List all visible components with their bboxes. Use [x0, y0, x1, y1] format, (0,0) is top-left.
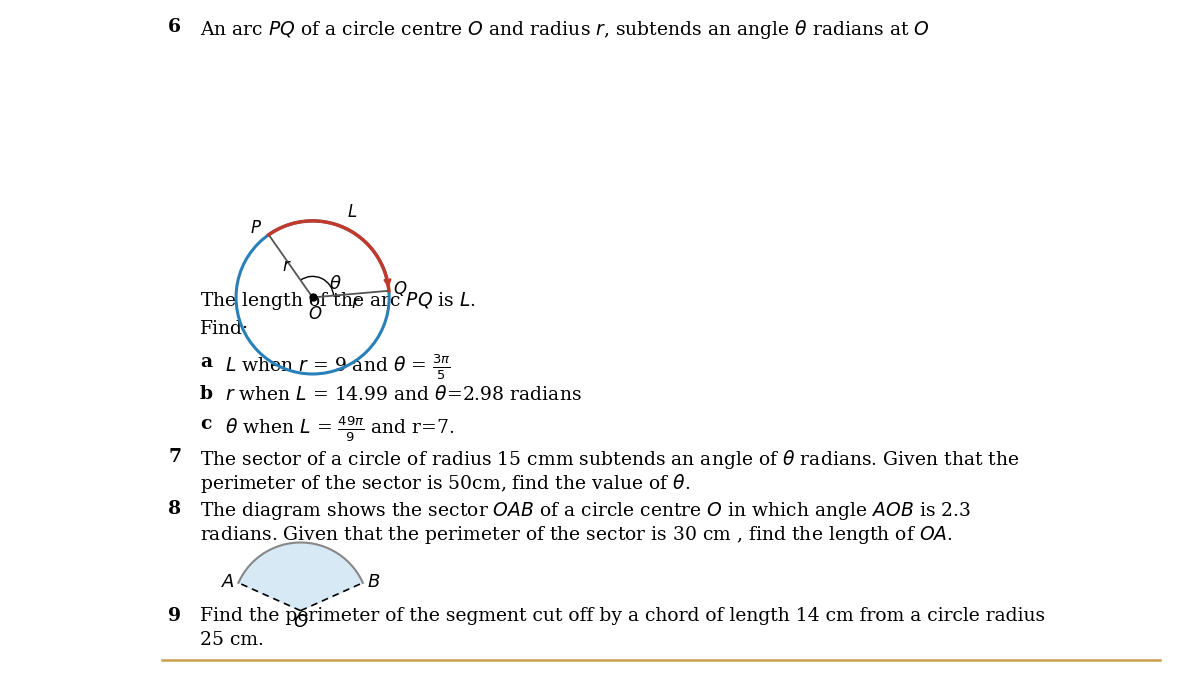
Text: $L$ when $r$ = 9 and $\theta$ = $\frac{3\pi}{5}$: $L$ when $r$ = 9 and $\theta$ = $\frac{3…	[226, 353, 451, 383]
Text: perimeter of the sector is 50cm, find the value of $\theta$.: perimeter of the sector is 50cm, find th…	[200, 472, 690, 495]
Text: $P$: $P$	[250, 220, 262, 237]
Text: $r$: $r$	[282, 258, 292, 275]
Text: 25 cm.: 25 cm.	[200, 631, 264, 649]
Text: a: a	[200, 353, 212, 371]
Text: Find the perimeter of the segment cut off by a chord of length 14 cm from a circ: Find the perimeter of the segment cut of…	[200, 607, 1045, 625]
Text: $\theta$ when $L$ = $\frac{49\pi}{9}$ and r=7.: $\theta$ when $L$ = $\frac{49\pi}{9}$ an…	[226, 415, 455, 444]
Text: $\theta$: $\theta$	[329, 274, 342, 293]
Text: b: b	[200, 385, 214, 403]
Text: $O$: $O$	[293, 613, 308, 631]
Polygon shape	[239, 543, 362, 610]
Text: $Q$: $Q$	[394, 279, 408, 298]
Text: $r$ when $L$ = 14.99 and $\theta$=2.98 radians: $r$ when $L$ = 14.99 and $\theta$=2.98 r…	[226, 385, 582, 404]
Text: $O$: $O$	[308, 306, 323, 322]
Text: radians. Given that the perimeter of the sector is 30 cm , find the length of $O: radians. Given that the perimeter of the…	[200, 524, 953, 546]
Text: $L$: $L$	[347, 204, 358, 221]
Text: $A$: $A$	[221, 573, 235, 591]
Text: 7: 7	[168, 448, 181, 466]
Text: 6: 6	[168, 18, 181, 36]
Text: The length of the arc $PQ$ is $L$.: The length of the arc $PQ$ is $L$.	[200, 290, 476, 312]
Text: An arc $PQ$ of a circle centre $O$ and radius $r$, subtends an angle $\theta$ ra: An arc $PQ$ of a circle centre $O$ and r…	[200, 18, 930, 41]
Text: c: c	[200, 415, 211, 433]
Text: The sector of a circle of radius 15 cmm subtends an angle of $\theta$ radians. G: The sector of a circle of radius 15 cmm …	[200, 448, 1020, 471]
Text: $r$: $r$	[352, 295, 361, 312]
Text: The diagram shows the sector $OAB$ of a circle centre $O$ in which angle $AOB$ i: The diagram shows the sector $OAB$ of a …	[200, 500, 971, 522]
Text: Find:: Find:	[200, 320, 250, 338]
Text: $B$: $B$	[367, 573, 380, 591]
Text: 9: 9	[168, 607, 181, 625]
Text: 8: 8	[168, 500, 181, 518]
